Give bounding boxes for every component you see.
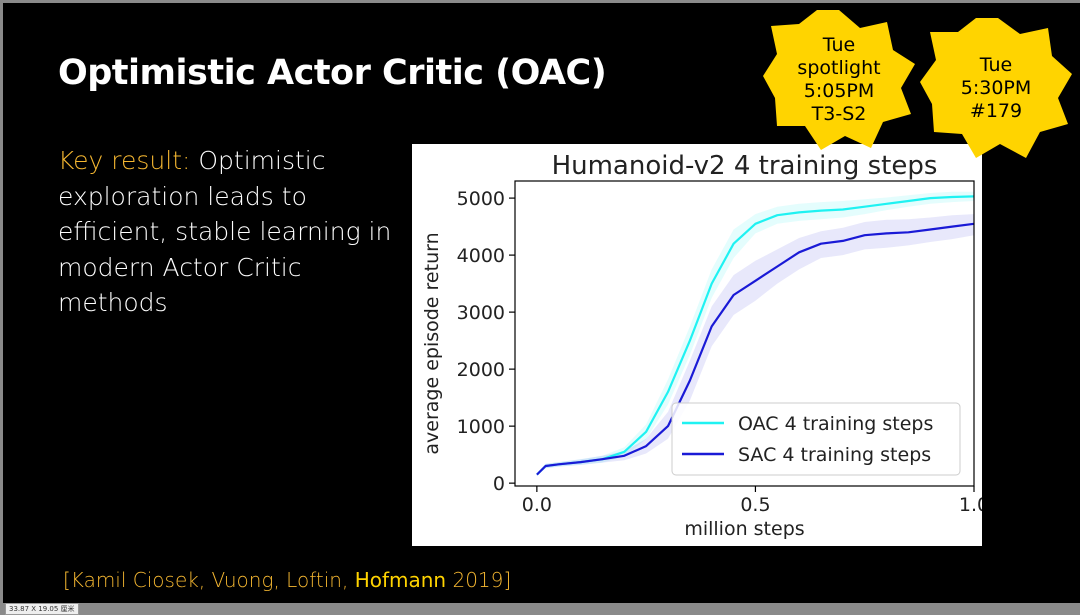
poster-badge-text: Tue 5:30PM #179 xyxy=(920,18,1072,158)
legend-box xyxy=(671,402,961,476)
y-tick-label: 3000 xyxy=(457,302,505,324)
legend-label: SAC 4 training steps xyxy=(738,444,931,466)
spotlight-badge-text: Tue spotlight 5:05PM T3-S2 xyxy=(763,10,915,150)
badge-line: 5:05PM xyxy=(803,80,875,102)
citation-suffix: 2019] xyxy=(446,568,512,592)
series-line xyxy=(536,222,975,476)
spotlight-badge: Tue spotlight 5:05PM T3-S2 xyxy=(763,10,915,150)
y-tick-label: 0 xyxy=(493,473,505,495)
citation-highlight: Hofmann xyxy=(354,568,447,592)
slide: Optimistic Actor Critic (OAC) Key result… xyxy=(3,3,1080,603)
badge-line: Tue xyxy=(822,34,856,56)
y-tick-label: 2000 xyxy=(457,359,505,381)
y-tick-label: 5000 xyxy=(457,188,505,210)
starburst-shape xyxy=(920,18,1072,158)
badge-line: spotlight xyxy=(797,57,881,79)
poster-badge: Tue 5:30PM #179 xyxy=(920,18,1072,158)
badge-line: #179 xyxy=(969,99,1023,122)
citation-prefix: [Kamil Ciosek, Vuong, Loftin, xyxy=(63,568,355,592)
badge-line: 5:30PM xyxy=(960,76,1032,99)
slide-title: Optimistic Actor Critic (OAC) xyxy=(58,53,607,93)
badge-line: Tue xyxy=(979,53,1013,76)
citation: [Kamil Ciosek, Vuong, Loftin, Hofmann 20… xyxy=(63,568,511,592)
chart-title: Humanoid-v2 4 training steps xyxy=(552,151,938,181)
y-tick-label: 1000 xyxy=(457,416,505,438)
y-tick-label: 4000 xyxy=(457,245,505,267)
chart-container: Humanoid-v2 4 training steps 0 1000 2000 300… xyxy=(412,144,982,546)
badge-line: T3-S2 xyxy=(811,103,867,125)
legend-label: OAC 4 training steps xyxy=(738,413,933,435)
key-result-label: Key result: xyxy=(58,146,191,175)
starburst-shape xyxy=(763,10,915,150)
x-axis-label: million steps xyxy=(684,518,804,540)
slide-size-chip: 33.87 X 19.05 厘米 xyxy=(5,603,79,615)
x-tick-label: 1.0 xyxy=(959,494,982,516)
series-band xyxy=(536,214,974,476)
line-chart: Humanoid-v2 4 training steps 0 1000 2000 300… xyxy=(421,151,982,540)
key-result-body: Optimistic exploration leads to efficien… xyxy=(58,146,392,317)
x-tick-label: 0.5 xyxy=(740,494,770,516)
x-tick-label: 0.0 xyxy=(522,494,552,516)
plot-frame xyxy=(514,180,975,487)
key-result-text: Key result: Optimistic exploration leads… xyxy=(58,143,398,321)
y-axis-label: average episode return xyxy=(421,232,443,454)
